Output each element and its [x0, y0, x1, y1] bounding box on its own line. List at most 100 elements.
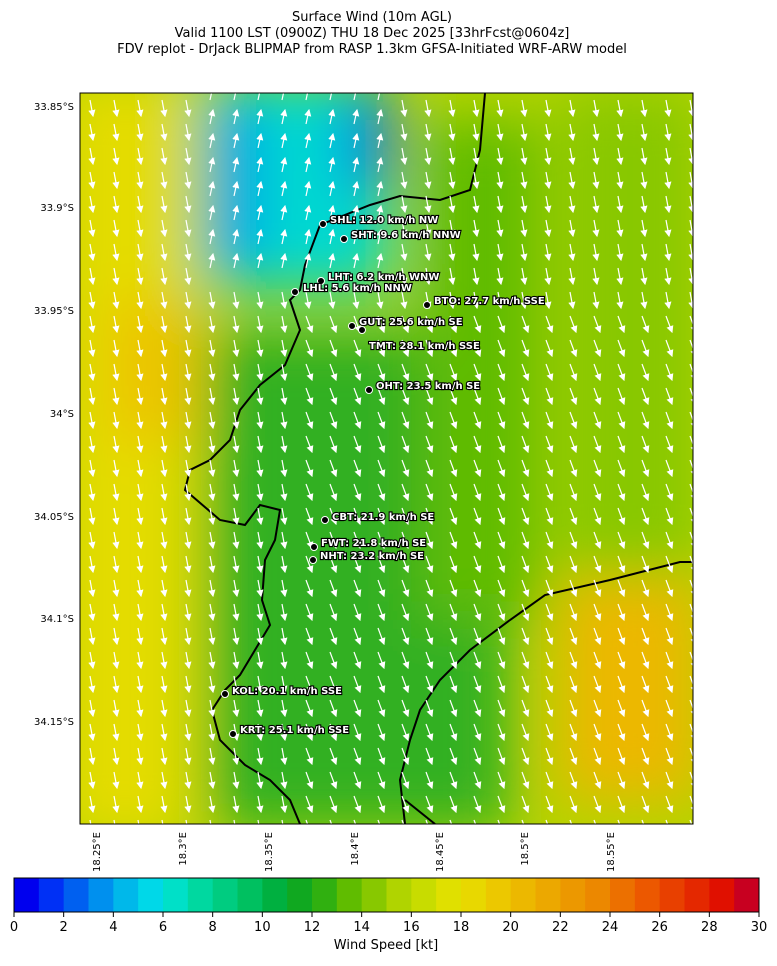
wind-arrow — [232, 555, 240, 574]
wind-arrow — [377, 483, 386, 502]
wind-arrow — [449, 723, 458, 742]
wind-arrow — [496, 219, 504, 238]
wind-arrow — [665, 411, 674, 430]
lon-axis: 18.25°E 18.3°E 18.35°E 18.4°E 18.45°E 18.5°E 1… — [92, 832, 617, 872]
wind-arrow — [593, 339, 602, 358]
wind-arrow — [545, 795, 554, 814]
wind-arrow — [136, 627, 144, 646]
wind-arrow — [472, 219, 480, 238]
wind-arrow — [112, 219, 120, 238]
wind-arrow — [640, 219, 648, 238]
wind-arrow — [521, 627, 530, 646]
wind-arrow — [88, 315, 96, 334]
wind-arrow — [305, 747, 314, 766]
lon-label: 18.35°E — [264, 832, 275, 872]
wind-arrow — [160, 627, 168, 646]
wind-arrow — [232, 204, 240, 221]
wind-arrow — [256, 603, 264, 622]
wind-arrow — [88, 555, 96, 574]
colorbar-label: Wind Speed [kt] — [334, 938, 438, 953]
wind-arrow — [425, 627, 434, 646]
wind-arrow — [424, 195, 432, 214]
wind-arrow — [329, 579, 338, 598]
wind-arrow — [280, 531, 288, 550]
wind-arrow — [305, 675, 314, 694]
wind-arrow — [112, 387, 120, 406]
wind-arrow — [496, 171, 504, 190]
wind-arrow — [208, 627, 216, 646]
wind-arrow — [112, 507, 120, 526]
wind-arrow — [112, 747, 120, 766]
wind-arrow — [616, 171, 624, 190]
wind-arrow — [304, 228, 312, 245]
wind-arrow — [209, 93, 213, 101]
wind-arrow — [136, 579, 144, 598]
wind-arrow — [545, 363, 554, 382]
wind-arrow — [497, 747, 506, 766]
wind-arrow — [136, 291, 144, 310]
wind-arrow — [353, 675, 362, 694]
wind-arrow — [112, 771, 120, 790]
wind-arrow — [689, 771, 693, 790]
wind-arrow — [617, 315, 626, 334]
wind-arrow — [353, 435, 362, 454]
colorbar-tick-label: 18 — [453, 920, 470, 935]
wind-arrow — [473, 819, 477, 824]
wind-arrow — [88, 267, 96, 286]
wind-arrow — [545, 699, 554, 718]
wind-arrow — [473, 315, 482, 334]
wind-arrow — [472, 291, 480, 310]
wind-arrow — [88, 459, 96, 478]
colorbar-segment — [585, 878, 611, 912]
wind-arrow — [400, 99, 408, 118]
wind-arrow — [256, 747, 264, 766]
wind-arrow — [665, 363, 674, 382]
wind-arrow — [425, 531, 434, 550]
wind-arrow — [304, 108, 312, 125]
wind-arrow — [208, 363, 216, 382]
wind-arrow — [112, 531, 120, 550]
wind-arrow — [232, 435, 240, 454]
wind-arrow — [112, 243, 120, 262]
wind-arrow — [617, 387, 626, 406]
wind-arrow — [665, 651, 674, 670]
wind-arrow — [689, 387, 693, 406]
wind-arrow — [569, 819, 573, 824]
wind-arrow — [473, 459, 482, 478]
wind-arrow — [353, 387, 362, 406]
wind-arrow — [569, 315, 578, 334]
wind-arrow — [305, 387, 314, 406]
wind-arrow — [449, 627, 458, 646]
wind-arrow — [184, 555, 192, 574]
wind-arrow — [401, 411, 410, 430]
wind-arrow — [568, 291, 576, 310]
wind-arrow — [208, 204, 216, 221]
wind-arrow — [256, 180, 264, 197]
wind-arrow — [353, 531, 362, 550]
wind-arrow — [665, 555, 674, 574]
wind-arrow — [497, 819, 501, 824]
wind-arrow — [352, 156, 360, 173]
wind-arrow — [184, 507, 192, 526]
wind-arrow — [280, 555, 288, 574]
wind-arrow — [136, 315, 144, 334]
wind-arrow — [281, 93, 285, 101]
wind-arrow — [377, 699, 386, 718]
wind-arrow — [521, 795, 530, 814]
station-dot — [309, 556, 317, 564]
wind-arrow — [449, 507, 458, 526]
wind-arrow — [280, 507, 288, 526]
wind-arrow — [641, 411, 650, 430]
wind-arrow — [545, 315, 554, 334]
wind-arrow — [305, 507, 314, 526]
wind-arrow — [664, 243, 672, 262]
wind-arrow — [521, 483, 530, 502]
colorbar: 0 2 4 6 8 10 12 14 16 18 20 22 24 26 28 30 — [10, 877, 767, 935]
wind-arrow — [329, 339, 338, 358]
wind-arrow — [377, 459, 386, 478]
wind-arrow — [280, 795, 288, 814]
wind-arrow — [377, 531, 386, 550]
wind-arrow — [136, 747, 144, 766]
wind-arrow — [377, 555, 386, 574]
wind-arrow — [136, 243, 144, 262]
